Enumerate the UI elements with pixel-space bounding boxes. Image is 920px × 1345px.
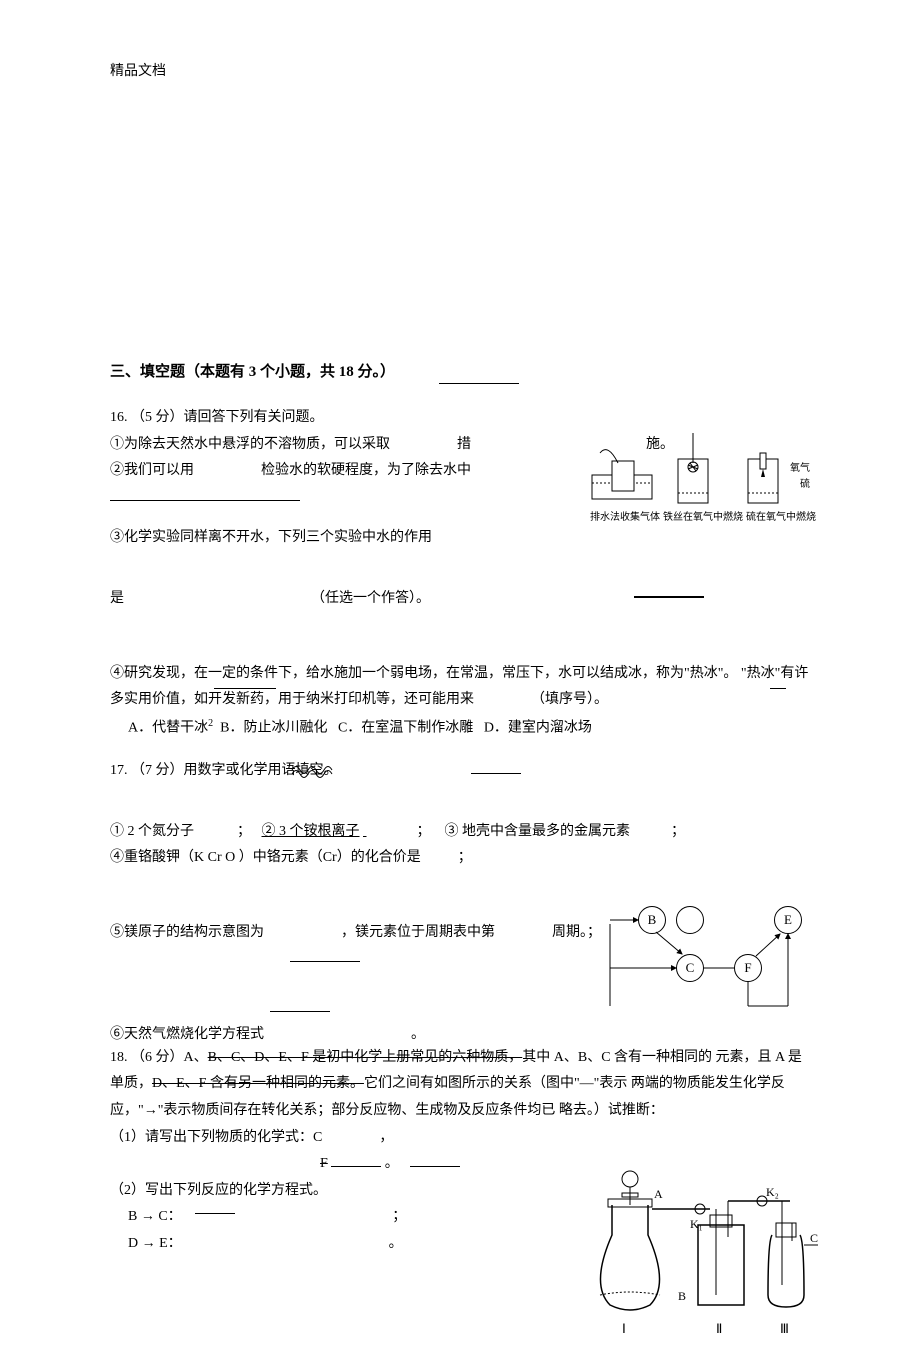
- q18-lead-strike2: D、E、F 含有另一种相同的元素。: [152, 1076, 364, 1091]
- label-s: 硫: [800, 475, 810, 494]
- q16-l5: ④研究发现，在一定的条件下，给水施加一个弱电场，在常温，常压下，水可以结成冰，称…: [110, 666, 808, 708]
- q18-lead-strike: B、C、D、E、F 是初中化学上册常见的六种物质，: [208, 1050, 523, 1065]
- q18-p3a: B → C：: [128, 1209, 182, 1224]
- q18-p4a: D → E：: [128, 1236, 182, 1251]
- q16-l4a: 是: [110, 591, 124, 606]
- q16-l1a: ①为除去天然水中悬浮的不溶物质，可以采取: [110, 437, 390, 452]
- question-16: 氧气 硫 排水法收集气体 铁丝在氧气中燃烧 硫在氧气中燃烧 16. （5 分）请…: [110, 405, 810, 742]
- app-label-K1: K₁: [690, 1213, 703, 1236]
- q16-mid-line-2: [770, 688, 786, 689]
- page-header-label: 精品文档: [110, 60, 810, 80]
- q17-l3b: ，镁元素位于周期表中第: [341, 925, 495, 940]
- q16-blank-1: [110, 500, 300, 501]
- question-18: 18. （6 分）A、B、C、D、E、F 是初中化学上册常见的六种物质，其中 A…: [110, 1045, 810, 1258]
- q16-l2a: ②我们可以用: [110, 463, 194, 478]
- q18-p1c: F: [320, 1156, 328, 1171]
- q16-l2b: 检验水的软硬程度，为了除去水中: [261, 463, 471, 478]
- q18-blank-F1: [331, 1166, 381, 1167]
- q17-l1f: ；: [671, 824, 685, 839]
- q18-blank-BC: [195, 1213, 235, 1214]
- q18-apparatus: A K₁ K₂ C B Ⅰ Ⅱ Ⅲ: [560, 1165, 820, 1335]
- q18-blank-F2: [410, 1166, 460, 1167]
- q18-p1d: 。: [385, 1156, 399, 1171]
- q16-optB: B．防止冰川融化: [220, 720, 327, 735]
- question-17: 17. （7 分）用数字或化学用语填空。 ① 2 个氮分子 ； ② 3 个铵根离…: [110, 758, 810, 1049]
- q18-p3b: ；: [392, 1209, 406, 1224]
- q16-optA: A．代替干冰: [128, 720, 208, 735]
- q16-optC: C．在室温下制作冰雕: [338, 720, 473, 735]
- fig-cap-1: 排水法收集气体: [590, 508, 660, 527]
- q17-l1a: ① 2 个氮分子: [110, 824, 194, 839]
- q16-opt2: 2: [208, 718, 213, 729]
- q17-l1b: ；: [237, 824, 251, 839]
- app-label-B: B: [678, 1285, 686, 1308]
- q17-l4: ⑥天然气燃烧化学方程式: [110, 1027, 264, 1042]
- q16-figure: 氧气 硫 排水法收集气体 铁丝在氧气中燃烧 硫在氧气中燃烧: [588, 423, 818, 533]
- wavy-mark-icon: [290, 761, 340, 779]
- q17-l1c: ② 3 个铵根离子: [262, 824, 360, 839]
- section-3-title-text: 三、填空题（本题有 3 个小题，共 18 分。）: [110, 364, 395, 380]
- q17-l3a: ⑤镁原子的结构示意图为: [110, 925, 264, 940]
- app-label-II: Ⅱ: [716, 1317, 722, 1342]
- experiment-svg: [588, 423, 818, 508]
- section-3-title: 三、填空题（本题有 3 个小题，共 18 分。）: [110, 360, 810, 381]
- q16-l1b: 措: [457, 437, 471, 452]
- q17-blank-3b: [270, 1011, 330, 1012]
- apparatus-svg: [560, 1165, 820, 1335]
- app-label-I: Ⅰ: [622, 1317, 626, 1342]
- title-blank: [439, 383, 519, 384]
- fig-cap-3: 硫在氧气中燃烧: [746, 508, 816, 527]
- app-label-A: A: [654, 1183, 663, 1206]
- q16-l4b: （任选一个作答）。: [311, 591, 430, 606]
- q18-p1a: （1）请写出下列物质的化学式：C: [110, 1130, 322, 1145]
- q17-blank-top: [471, 773, 521, 774]
- q17-l2: ④重铬酸钾（K Cr O ）中铬元素（Cr）的化合价是: [110, 850, 421, 865]
- q17-l1e: ③ 地壳中含量最多的金属元素: [445, 824, 631, 839]
- q17-l4b: 。: [411, 1027, 425, 1042]
- app-label-K2: K₂: [766, 1181, 779, 1204]
- q16-optD: D．建室内溜冰场: [484, 720, 592, 735]
- q18-node-diagram: B E C F: [590, 906, 810, 1026]
- q18-p1b: ，: [379, 1130, 393, 1145]
- q16-blank-2: [634, 596, 704, 598]
- q16-mid-line: [214, 688, 276, 689]
- fig-cap-2: 铁丝在氧气中燃烧: [663, 508, 743, 527]
- q17-l2b: ；: [458, 850, 472, 865]
- q18-p4b: 。: [389, 1236, 403, 1251]
- node-edges: [590, 906, 810, 1026]
- app-label-III: Ⅲ: [780, 1317, 789, 1342]
- q16-l5b: （填序号）。: [531, 692, 608, 707]
- q17-l1d: ；: [417, 824, 431, 839]
- app-label-C: C: [810, 1227, 818, 1250]
- q17-blank-3a: [290, 961, 360, 962]
- q18-lead-a: 18. （6 分）A、: [110, 1050, 208, 1065]
